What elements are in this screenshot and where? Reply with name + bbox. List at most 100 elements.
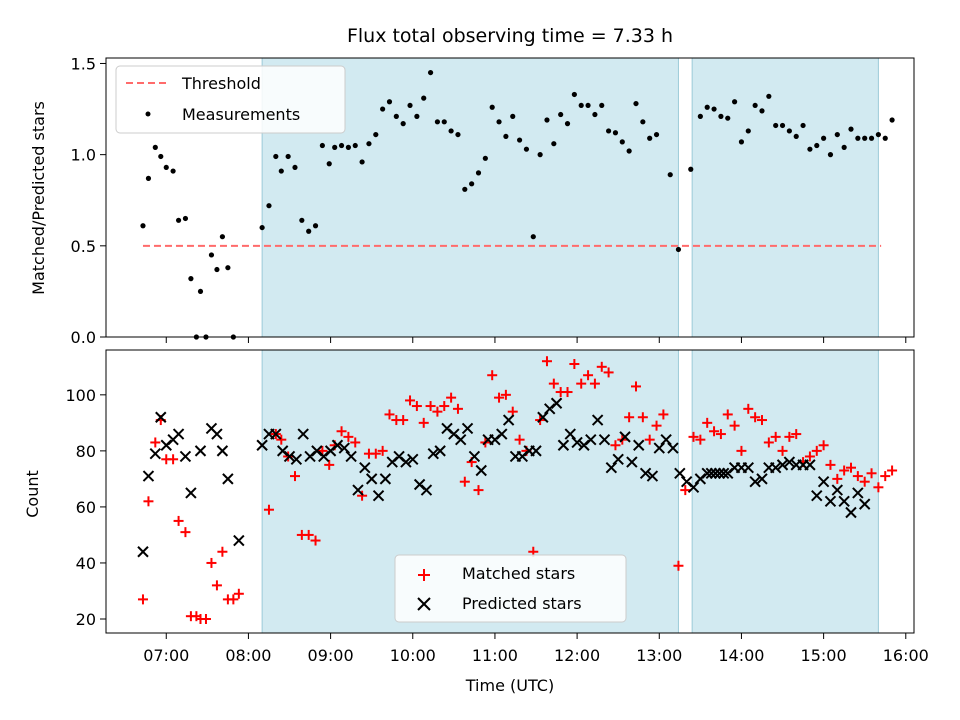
predicted-star-point xyxy=(461,422,474,435)
matched-star-point xyxy=(418,417,429,428)
matched-star-point xyxy=(832,473,843,484)
matched-star-point xyxy=(405,395,416,406)
measurement-point xyxy=(688,166,694,172)
measurement-point xyxy=(612,130,619,136)
measurement-point xyxy=(675,246,682,253)
matched-star-point xyxy=(263,504,274,515)
predicted-star-point xyxy=(434,445,446,457)
predicted-star-point xyxy=(149,447,162,460)
measurement-point xyxy=(821,135,827,141)
measurement-point xyxy=(503,133,509,140)
predicted-star-point xyxy=(185,487,197,499)
matched-star-point xyxy=(425,401,436,412)
measurement-point xyxy=(711,106,717,112)
predicted-star-point xyxy=(194,445,207,457)
measurement-point xyxy=(697,113,703,119)
matched-star-point xyxy=(473,485,484,496)
predicted-star-point xyxy=(646,470,659,482)
matched-star-point xyxy=(548,378,559,389)
measurement-point xyxy=(306,228,312,234)
predicted-star-point xyxy=(222,473,234,485)
x-tick-label: 13:00 xyxy=(636,646,682,665)
measurement-point xyxy=(834,131,840,138)
measurement-point xyxy=(725,115,731,121)
x-tick-label: 07:00 xyxy=(143,646,189,665)
matched-star-point xyxy=(763,437,774,448)
measurement-point xyxy=(786,128,792,134)
matched-star-point xyxy=(811,445,822,456)
matched-star-point xyxy=(818,440,829,451)
measurement-point xyxy=(626,148,632,154)
predicted-star-point xyxy=(211,428,223,440)
measurement-point xyxy=(745,128,751,134)
matched-star-point xyxy=(150,437,161,448)
predicted-star-point xyxy=(705,467,718,479)
matched-star-point xyxy=(658,409,669,420)
top-y-tick-label: 0.0 xyxy=(71,328,96,347)
measurement-point xyxy=(266,203,272,209)
measurement-point xyxy=(862,135,868,141)
predicted-star-point xyxy=(427,447,440,460)
bottom-y-tick-label: 80 xyxy=(76,442,96,461)
measurement-point xyxy=(868,135,875,141)
measurement-point xyxy=(386,99,393,105)
predicted-star-point xyxy=(845,506,857,519)
predicted-star-point xyxy=(783,456,796,468)
predicted-star-point xyxy=(633,439,645,451)
measurement-point xyxy=(292,164,298,171)
matched-star-point xyxy=(384,409,395,420)
measurement-point xyxy=(718,113,724,119)
legend-predicted-swatch xyxy=(417,597,431,611)
matched-star-point xyxy=(750,412,761,423)
measurement-point xyxy=(482,155,488,161)
legend-matched-label: Matched stars xyxy=(462,564,575,583)
predicted-star-point xyxy=(612,453,624,465)
measurement-point xyxy=(197,288,204,295)
matched-star-point xyxy=(500,389,511,400)
matched-star-point xyxy=(846,462,857,473)
measurement-point xyxy=(766,93,772,99)
predicted-star-point xyxy=(407,453,419,465)
bottom-y-tick-label: 20 xyxy=(76,610,96,629)
matched-star-point xyxy=(137,594,148,605)
predicted-star-point xyxy=(502,414,515,426)
predicted-star-point xyxy=(372,489,385,502)
measurement-point xyxy=(145,175,152,181)
measurement-point xyxy=(578,102,584,109)
count-points xyxy=(137,356,898,624)
matched-star-point xyxy=(343,431,354,442)
matched-star-point xyxy=(357,490,368,501)
measurement-point xyxy=(208,252,215,258)
predicted-star-point xyxy=(619,431,631,443)
predicted-star-point xyxy=(626,456,638,468)
x-tick-label: 12:00 xyxy=(554,646,600,665)
predicted-star-point xyxy=(400,456,412,468)
top-y-tick-label: 1.5 xyxy=(71,54,96,73)
matched-star-point xyxy=(825,459,836,470)
matched-star-point xyxy=(377,445,388,456)
predicted-star-point xyxy=(345,450,357,463)
matched-star-point xyxy=(866,468,877,479)
matched-star-point xyxy=(624,412,635,423)
predicted-star-point xyxy=(639,467,652,479)
measurement-point xyxy=(359,159,365,165)
measurement-point xyxy=(855,135,861,141)
measurement-point xyxy=(326,161,332,167)
matched-star-point xyxy=(695,434,706,445)
matched-star-point xyxy=(673,560,684,571)
measurement-points xyxy=(140,69,895,340)
matched-star-point xyxy=(439,401,450,412)
top-x-axis-ticks xyxy=(165,337,907,343)
matched-star-point xyxy=(562,387,573,398)
matched-star-point xyxy=(168,454,179,465)
predicted-star-point xyxy=(338,442,350,454)
measurement-point xyxy=(510,113,516,119)
measurement-point xyxy=(882,135,888,141)
measurement-point xyxy=(516,137,523,143)
measurement-point xyxy=(606,128,612,134)
matched-star-point xyxy=(688,431,699,442)
predicted-star-point xyxy=(667,442,679,454)
matched-star-point xyxy=(446,392,457,403)
measurement-point xyxy=(841,144,847,150)
measurement-point xyxy=(544,117,550,123)
